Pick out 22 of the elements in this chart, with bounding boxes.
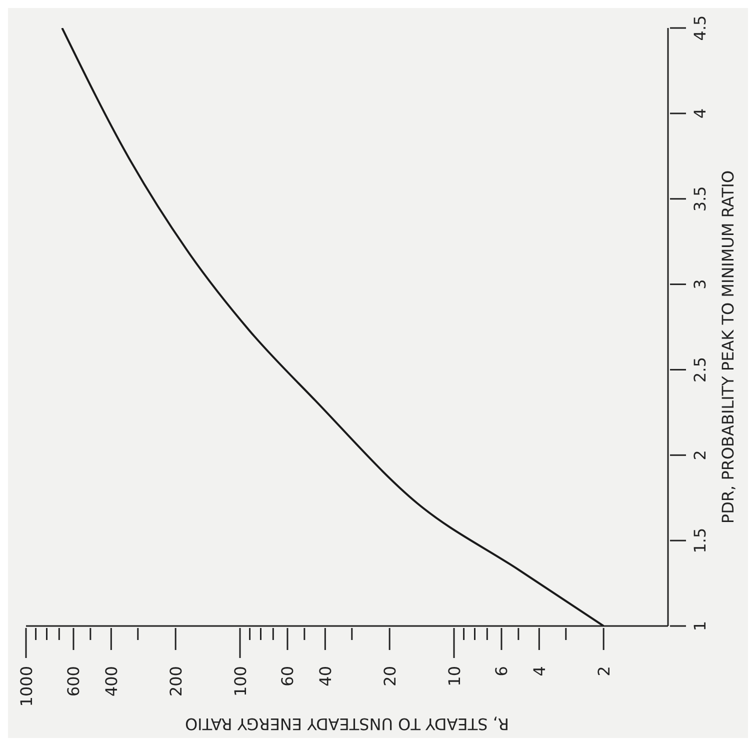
y-tick-label: 1.5: [690, 528, 710, 554]
x-tick-label: 2: [594, 666, 614, 676]
x-tick-label: 600: [64, 666, 84, 697]
x-tick-label: 4: [530, 666, 549, 676]
x-tick-label: 60: [278, 666, 298, 686]
x-tick-label: 40: [316, 666, 335, 686]
x-tick-label: 1000: [16, 666, 36, 707]
x-tick-label: 400: [102, 666, 121, 697]
x-tick-label: 200: [166, 666, 186, 697]
y-tick-label: 3: [690, 279, 710, 290]
y-tick-label: 4: [690, 108, 710, 119]
y-tick-label: 2.5: [690, 356, 710, 382]
x-tick-label: 20: [380, 666, 400, 686]
y-tick-label: 4.5: [690, 15, 710, 41]
y-tick-label: 1: [690, 620, 710, 632]
x-tick-label: 10: [444, 666, 464, 686]
y-axis-title: PDR, PROBABILITY PEAK TO MINIMUM RATIO: [718, 170, 738, 524]
x-tick-label: 100: [230, 666, 250, 697]
x-tick-label: 6: [492, 666, 512, 676]
y-tick-label: 2: [690, 450, 710, 460]
x-axis-title: R, STEADY TO UNSTEADY ENERGY RATIO: [184, 714, 510, 734]
y-tick-label: 3.5: [690, 186, 710, 212]
